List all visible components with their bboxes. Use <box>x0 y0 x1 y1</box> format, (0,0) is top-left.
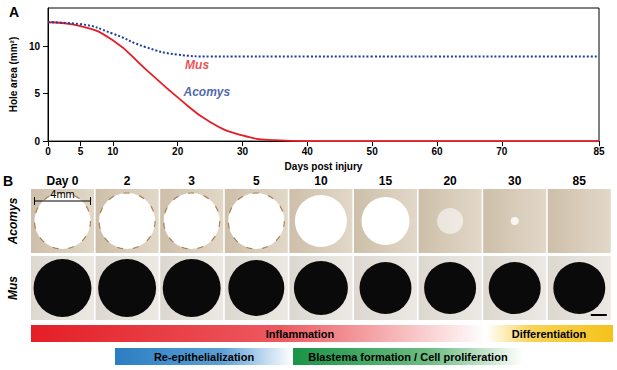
svg-text:Re-epithelialization: Re-epithelialization <box>154 351 255 363</box>
svg-text:Acomys: Acomys <box>182 85 230 99</box>
svg-text:50: 50 <box>367 146 379 157</box>
svg-text:Day 0: Day 0 <box>46 174 78 188</box>
svg-text:15: 15 <box>379 174 393 188</box>
svg-text:Days post injury: Days post injury <box>285 161 363 172</box>
svg-text:Inflammation: Inflammation <box>266 328 335 340</box>
svg-text:0: 0 <box>45 146 51 157</box>
svg-text:A: A <box>9 4 19 20</box>
svg-text:4mm: 4mm <box>50 188 74 200</box>
svg-text:2: 2 <box>124 174 131 188</box>
svg-text:20: 20 <box>443 174 457 188</box>
svg-text:Hole area (mm²): Hole area (mm²) <box>8 37 19 113</box>
svg-text:30: 30 <box>237 146 249 157</box>
svg-text:10: 10 <box>314 174 328 188</box>
svg-text:30: 30 <box>508 174 522 188</box>
svg-text:10: 10 <box>107 146 119 157</box>
svg-text:5: 5 <box>253 174 260 188</box>
svg-text:40: 40 <box>302 146 314 157</box>
svg-text:Blastema formation / Cell prol: Blastema formation / Cell proliferation <box>308 351 508 363</box>
svg-text:85: 85 <box>593 146 605 157</box>
svg-text:60: 60 <box>431 146 443 157</box>
svg-text:B: B <box>3 173 13 189</box>
svg-text:85: 85 <box>573 174 587 188</box>
svg-text:Acomys: Acomys <box>6 197 20 245</box>
svg-text:10: 10 <box>29 41 41 52</box>
svg-text:Mus: Mus <box>6 276 20 300</box>
svg-text:5: 5 <box>78 146 84 157</box>
svg-text:5: 5 <box>34 88 40 99</box>
svg-text:20: 20 <box>172 146 184 157</box>
svg-text:0: 0 <box>34 136 40 147</box>
svg-text:Mus: Mus <box>185 58 209 72</box>
svg-text:70: 70 <box>496 146 508 157</box>
svg-text:3: 3 <box>188 174 195 188</box>
svg-text:Differentiation: Differentiation <box>512 328 587 340</box>
